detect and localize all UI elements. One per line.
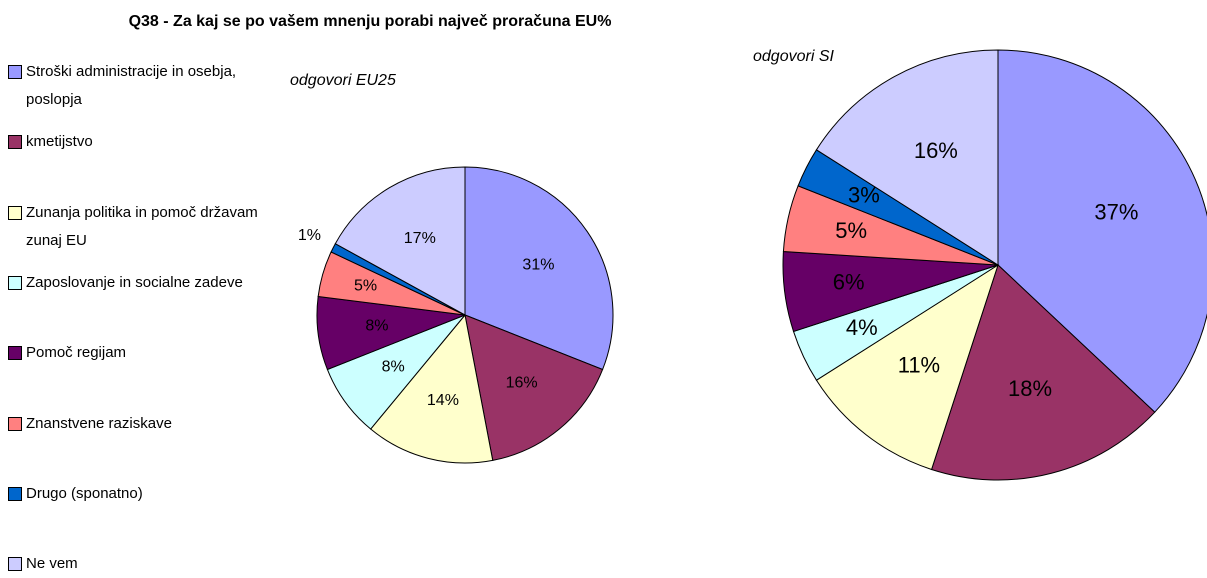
legend-item: kmetijstvo — [8, 128, 266, 156]
legend-label: Drugo (sponatno) — [26, 484, 143, 502]
pie-slice — [815, 49, 999, 266]
legend-label: kmetijstvo — [26, 133, 93, 151]
legend-label: Pomoč regijam — [26, 344, 127, 362]
subtitle: odgovori EU25 — [290, 72, 396, 89]
value-label: 8% — [382, 358, 405, 375]
value-label: 31% — [522, 256, 554, 273]
legend-swatch — [8, 346, 22, 361]
legend-swatch — [8, 275, 22, 290]
legend-swatch — [8, 135, 22, 150]
value-label: 8% — [365, 317, 388, 334]
legend-swatch — [8, 416, 22, 431]
legend-label: Stroški administracije in osebja, poslop… — [26, 63, 237, 108]
value-label: 16% — [914, 138, 958, 163]
pie-slice — [997, 49, 1207, 413]
pie-slice — [334, 166, 466, 316]
value-label: 37% — [1094, 200, 1138, 225]
value-label: 16% — [506, 375, 538, 392]
pie-slice — [369, 313, 494, 464]
value-label: 6% — [833, 270, 865, 295]
pie-slice — [464, 166, 614, 371]
value-label: 5% — [354, 277, 377, 294]
pie-slice — [815, 263, 999, 471]
legend-swatch — [8, 65, 22, 79]
pie-slice — [930, 264, 1156, 481]
legend-swatch — [8, 557, 22, 572]
pie-slice — [464, 314, 604, 461]
subtitle: odgovori SI — [753, 48, 834, 65]
legend-item: Zaposlovanje in socialne zadeve — [8, 269, 266, 297]
chart-title: Q38 - Za kaj se po vašem mnenju porabi n… — [128, 13, 612, 30]
value-label: 1% — [298, 227, 321, 244]
legend-item: Drugo (sponatno) — [8, 480, 266, 508]
value-label: 14% — [427, 392, 459, 409]
value-label: 17% — [404, 230, 436, 247]
legend-label: Zunanja politika in pomoč državam zunaj … — [26, 203, 258, 249]
legend-item: Ne vem — [8, 550, 266, 578]
legend-item: Zunanja politika in pomoč državam zunaj … — [8, 199, 266, 255]
legend-item: Znanstvene raziskave — [8, 410, 266, 438]
legend-label: Zaposlovanje in socialne zadeve — [26, 273, 243, 291]
value-label: 11% — [898, 353, 940, 378]
legend-label: Znanstvene raziskave — [26, 414, 172, 432]
legend-item: Pomoč regijam — [8, 339, 266, 367]
value-label: 18% — [1008, 376, 1052, 401]
legend-swatch — [8, 486, 22, 501]
legend-label: Ne vem — [26, 555, 78, 573]
legend-item: Stroški administracije in osebja, poslop… — [8, 58, 266, 114]
value-label: 4% — [846, 315, 878, 340]
legend-swatch — [8, 205, 22, 220]
value-label: 5% — [835, 218, 867, 243]
